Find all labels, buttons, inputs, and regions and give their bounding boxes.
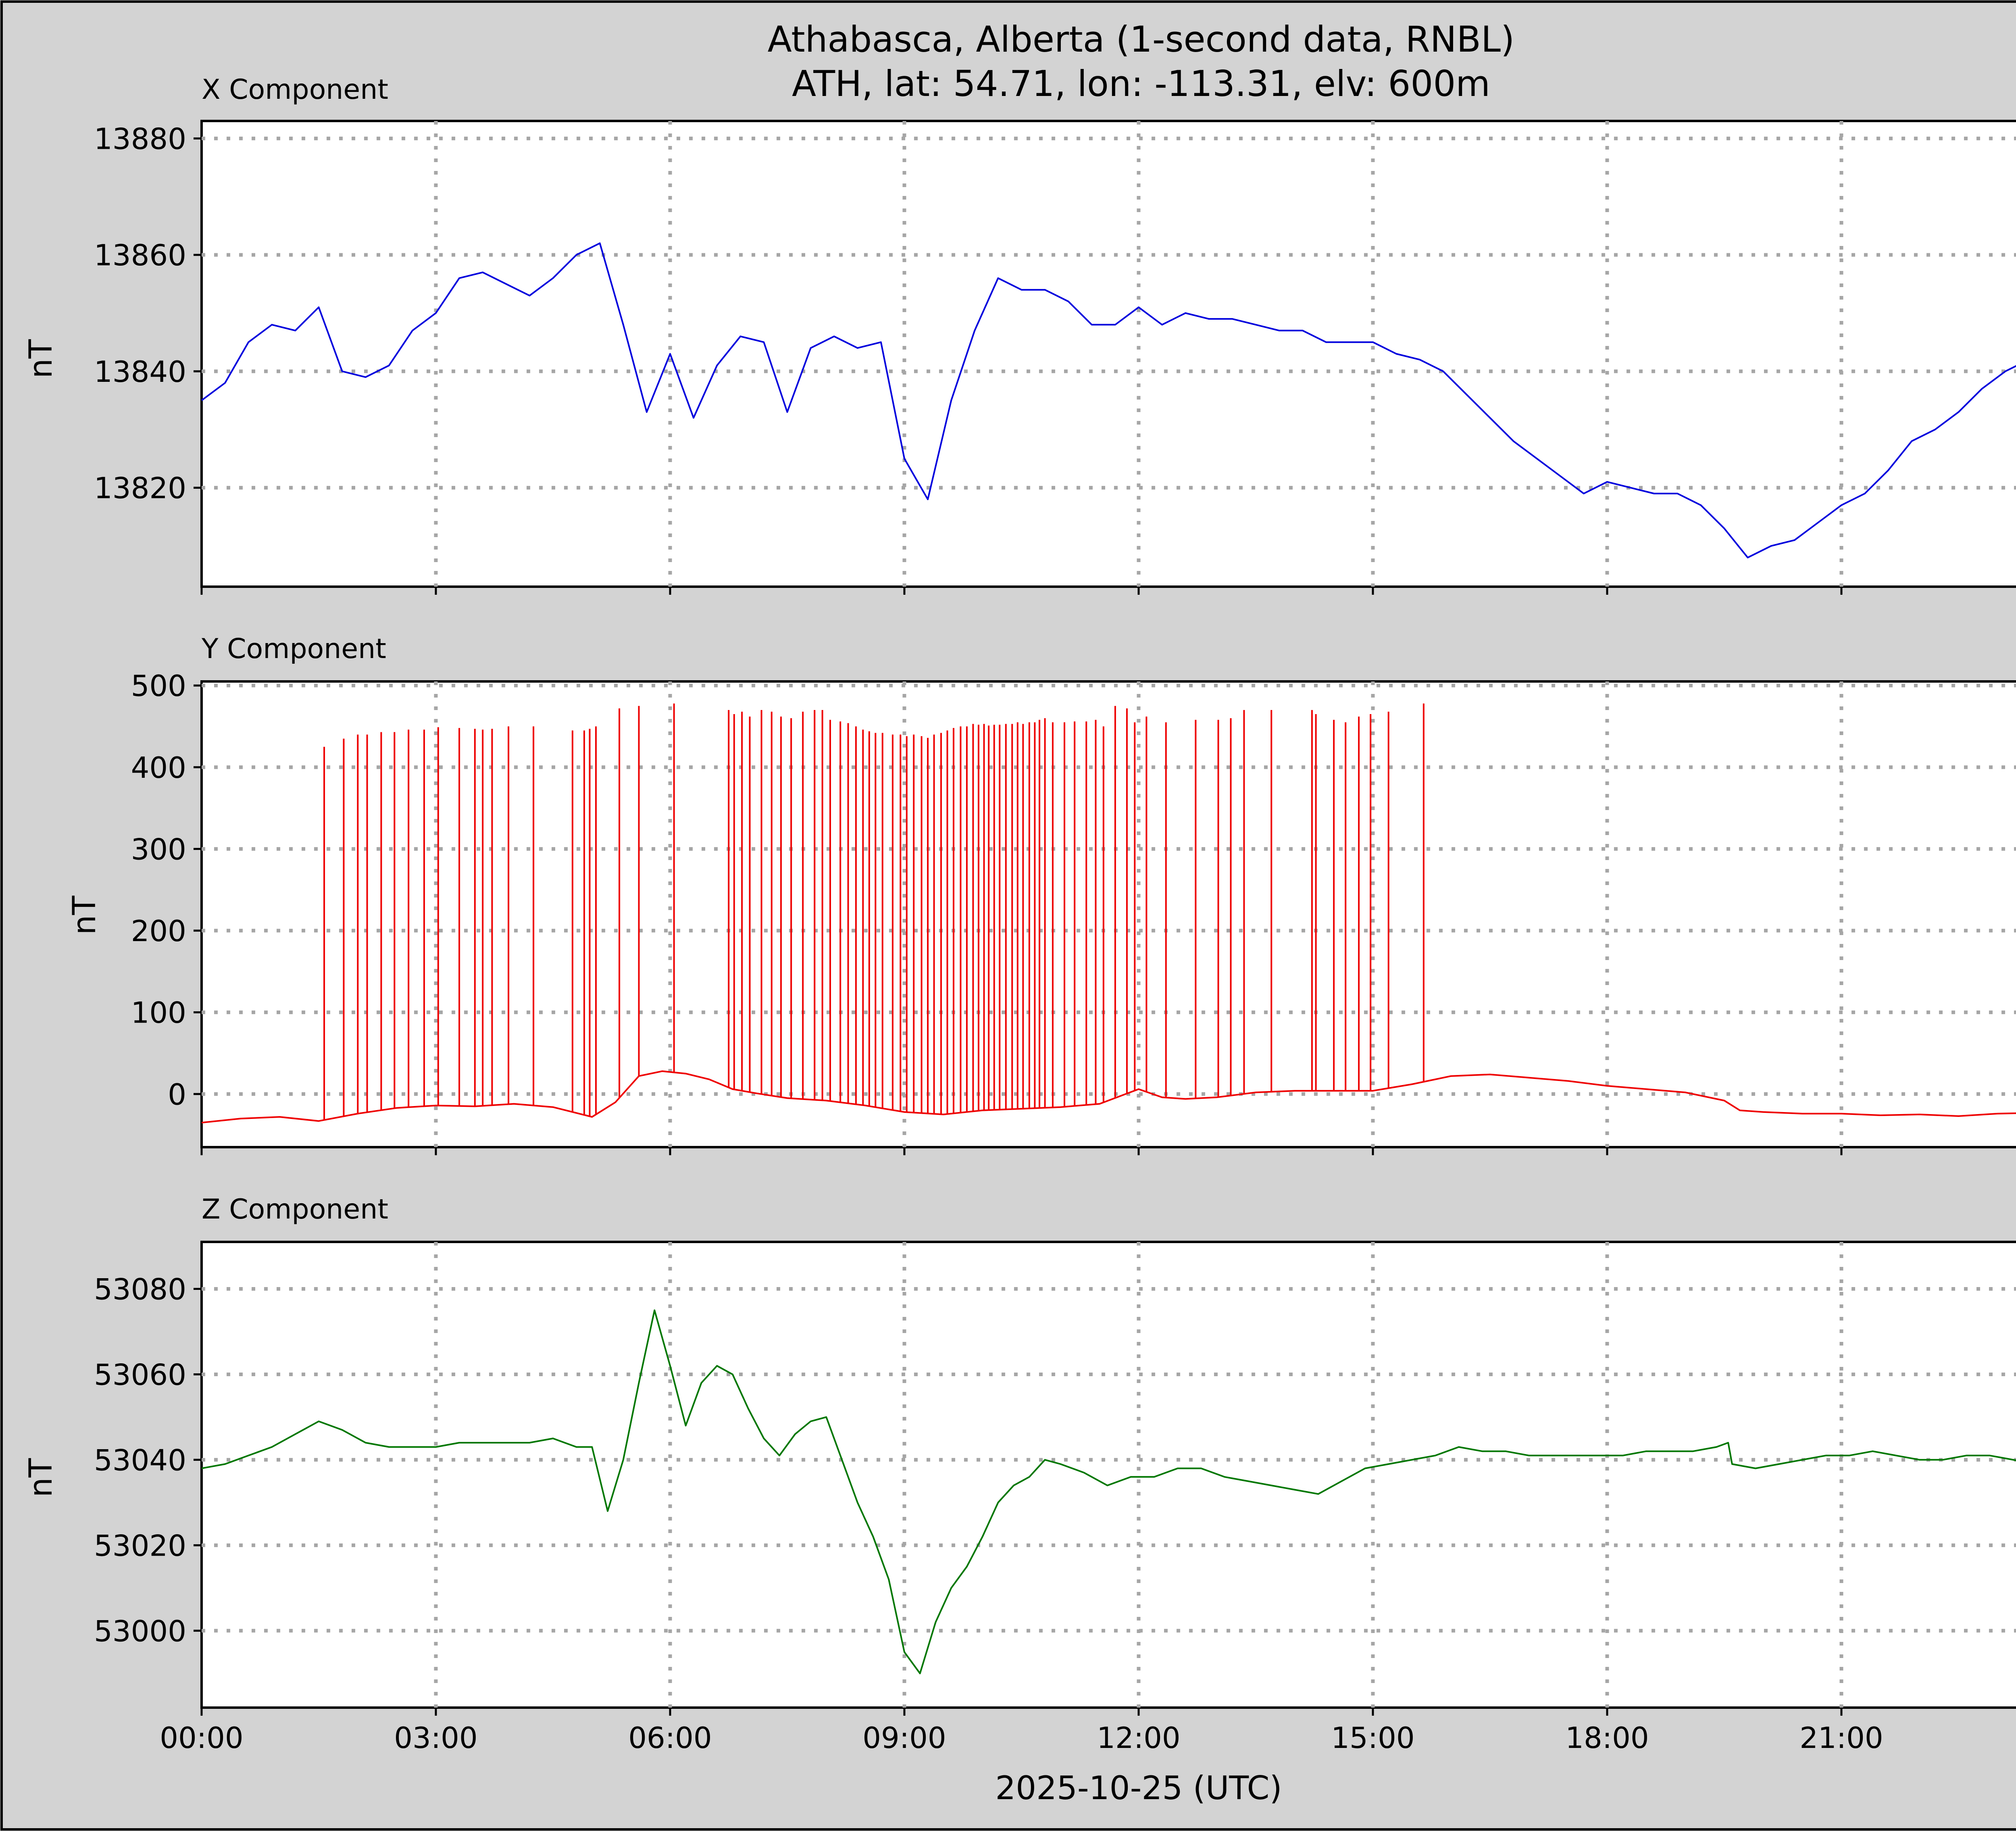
panel-x-component: X Component nT 13820 13840 13860 13880 [23,74,2016,595]
x-ticks-z: 00:00 03:00 06:00 09:00 12:00 15:00 18:00 21:00 [160,1708,1883,1755]
y-axis-label-x: nT [23,339,59,378]
x-tick-label-5: 15:00 [1331,1721,1415,1755]
figure-title: Athabasca, Alberta (1-second data, RNBL) [768,19,1515,60]
x-tick-marks-x [200,587,1843,595]
plot-area-y [200,680,2016,1148]
x-tick-marks-y [200,1147,1843,1155]
y-tick-label-x-1: 13840 [94,355,186,389]
x-tick-label-1: 03:00 [394,1721,478,1755]
y-axis-label-z: nT [23,1458,59,1497]
y-ticks-y: 0 100 200 300 400 500 [131,669,202,1111]
spike-lines-y [323,703,1425,1120]
panel-z-component: Z Component nT 53000 53020 53040 53060 53080… [23,1194,2016,1807]
y-tick-label-z-2: 53040 [94,1443,186,1477]
y-tick-label-y-3: 300 [131,832,186,866]
x-axis-label: 2025-10-25 (UTC) [995,1769,1282,1807]
plot-area-x [200,120,2016,588]
panel-title-y: Y Component [201,633,386,665]
panel-title-z: Z Component [202,1194,388,1225]
y-tick-label-y-1: 100 [131,996,186,1030]
grid-z [202,1242,2016,1708]
figure-subtitle: ATH, lat: 54.71, lon: -113.31, elv: 600m [792,63,1490,104]
panel-y-component: Y Component nT 0 100 200 300 400 500 [67,633,2016,1155]
y-tick-label-x-2: 13860 [94,238,186,272]
y-axis-label-y: nT [67,896,103,935]
y-tick-label-x-3: 13880 [94,122,186,156]
grid-x [202,121,2016,587]
series-line-x [201,242,2016,558]
y-tick-label-z-1: 53020 [94,1529,186,1562]
grid-y [202,681,2016,1147]
y-tick-label-z-4: 53080 [94,1273,186,1306]
x-tick-label-2: 06:00 [628,1721,712,1755]
y-tick-label-x-0: 13820 [94,471,186,505]
x-tick-label-0: 00:00 [160,1721,244,1755]
series-line-y [201,1070,2016,1124]
y-tick-label-z-3: 53060 [94,1358,186,1391]
series-line-z [201,1309,2016,1675]
x-tick-label-6: 18:00 [1565,1721,1649,1755]
y-tick-label-y-5: 500 [131,669,186,703]
y-tick-label-y-0: 0 [168,1077,186,1111]
x-tick-label-3: 09:00 [862,1721,946,1755]
panel-title-x: X Component [202,74,388,106]
plot-area-z [200,1241,2016,1709]
x-tick-label-7: 21:00 [1799,1721,1883,1755]
y-tick-label-y-4: 400 [131,751,186,785]
y-tick-label-y-2: 200 [131,914,186,948]
y-ticks-z: 53000 53020 53040 53060 53080 [94,1273,202,1648]
y-ticks-x: 13820 13840 13860 13880 [94,122,202,505]
y-tick-label-z-0: 53000 [94,1614,186,1648]
x-tick-label-4: 12:00 [1097,1721,1181,1755]
